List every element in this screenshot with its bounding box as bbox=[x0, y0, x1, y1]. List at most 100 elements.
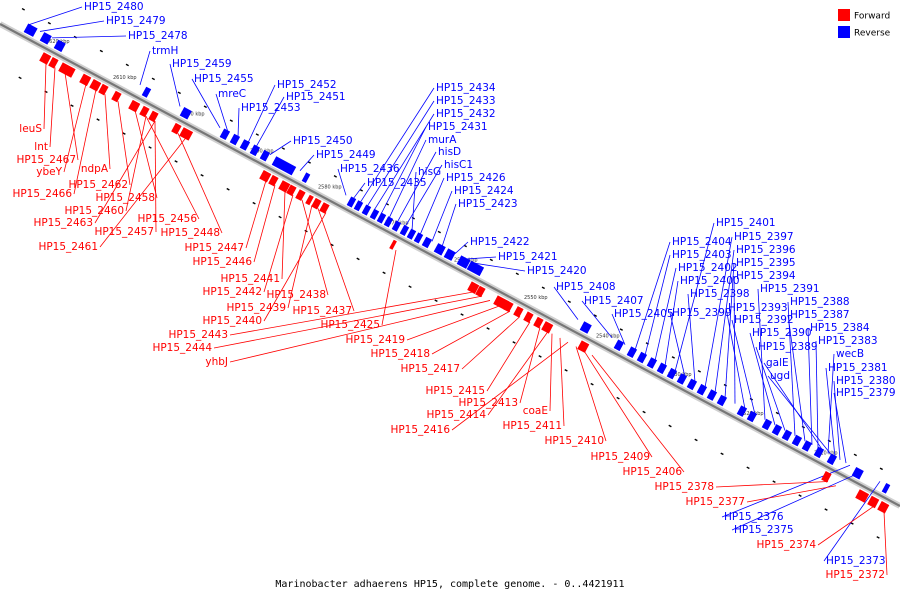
reverse-gene-arrow bbox=[443, 248, 456, 261]
leader-line bbox=[731, 319, 756, 415]
leader-line bbox=[73, 89, 97, 195]
reverse-gene-arrow bbox=[179, 106, 192, 120]
leader-line bbox=[664, 280, 679, 367]
tick-label: 2550 kbp bbox=[524, 295, 548, 301]
reverse-gene-arrow bbox=[579, 321, 592, 334]
gene-label: HP15_2391 bbox=[760, 283, 820, 295]
leader-line bbox=[117, 101, 131, 186]
gene-label: HP15_2379 bbox=[836, 387, 896, 399]
scale-dash bbox=[853, 453, 857, 457]
reverse-gene-arrow bbox=[736, 405, 748, 417]
gene-label: HP15_2467 bbox=[16, 154, 76, 166]
tick-label: 2530 kbp bbox=[668, 372, 692, 378]
scale-dash bbox=[177, 91, 181, 95]
reverse-gene-arrow bbox=[826, 453, 838, 466]
gene-label: HP15_2417 bbox=[400, 363, 460, 375]
leader-line bbox=[721, 464, 851, 518]
gene-label: HP15_2450 bbox=[293, 135, 353, 147]
gene-label: trmH bbox=[152, 45, 178, 57]
leader-line bbox=[749, 332, 776, 426]
scale-dash bbox=[307, 161, 311, 164]
leader-line bbox=[725, 307, 746, 410]
gene-label: HP15_2411 bbox=[502, 420, 562, 432]
leader-line bbox=[461, 316, 521, 370]
gene-label: HP15_2431 bbox=[428, 121, 488, 133]
leader-line bbox=[763, 362, 824, 452]
forward-gene-arrow bbox=[305, 194, 314, 206]
leader-line bbox=[94, 120, 156, 224]
leader-line bbox=[253, 185, 276, 263]
leader-line bbox=[487, 331, 549, 416]
forward-gene-arrow bbox=[58, 62, 76, 78]
gene-label: HP15_2409 bbox=[590, 451, 650, 463]
reverse-gene-arrow bbox=[53, 39, 66, 53]
reverse-gene-arrow bbox=[706, 389, 718, 401]
scale-dash bbox=[96, 118, 100, 121]
gene-label: HP15_2395 bbox=[736, 257, 796, 269]
leader-line bbox=[827, 353, 835, 454]
gene-label: HP15_2452 bbox=[277, 79, 337, 91]
gene-label: HP15_2414 bbox=[426, 409, 486, 421]
leader-line bbox=[817, 505, 875, 546]
forward-gene-arrow bbox=[319, 202, 330, 214]
leader-line bbox=[431, 310, 511, 355]
forward-gene-arrow bbox=[286, 184, 297, 197]
gene-label: HP15_2426 bbox=[446, 172, 506, 184]
gene-label: HP15_2394 bbox=[736, 270, 796, 282]
gene-label: HP15_2460 bbox=[64, 205, 124, 217]
legend-reverse-label: Reverse bbox=[854, 29, 891, 39]
gene-label: HP15_2407 bbox=[584, 295, 644, 307]
reverse-gene-arrow bbox=[391, 220, 402, 232]
leader-line bbox=[125, 116, 147, 212]
leader-line bbox=[746, 485, 837, 503]
scale-dash bbox=[333, 175, 337, 178]
scale-dash bbox=[252, 201, 256, 205]
gene-label: hisG bbox=[418, 166, 441, 178]
scale-dashes bbox=[18, 7, 883, 539]
reverse-gene-arrow bbox=[456, 255, 471, 269]
leader-line bbox=[815, 340, 819, 449]
gene-label: HP15_2405 bbox=[614, 308, 674, 320]
leader-line bbox=[191, 78, 221, 129]
reverse-gene-arrow bbox=[813, 446, 825, 459]
gene-label: galE bbox=[766, 357, 789, 369]
gene-label: HP15_2461 bbox=[38, 241, 98, 253]
leader-line bbox=[337, 168, 347, 196]
tick-label: 2590 kbp bbox=[250, 148, 274, 154]
leader-line bbox=[281, 190, 286, 280]
scale-dash bbox=[460, 313, 464, 316]
reverse-gene-arrow bbox=[791, 434, 803, 447]
scale-dash bbox=[538, 355, 542, 358]
reverse-gene-arrow bbox=[413, 232, 424, 244]
leader-line bbox=[553, 286, 579, 320]
gene-label: HP15_2444 bbox=[152, 342, 212, 354]
scale-dash bbox=[876, 536, 880, 539]
leader-line bbox=[731, 471, 863, 531]
scale-dash bbox=[122, 132, 126, 135]
legend: Forward Reverse bbox=[838, 9, 891, 39]
scale-dash bbox=[616, 396, 620, 400]
leader-line bbox=[687, 293, 696, 383]
reverse-gene-arrow bbox=[676, 373, 688, 385]
gene-label: leuS bbox=[19, 123, 42, 135]
reverse-gene-arrow bbox=[271, 156, 297, 176]
leader-line bbox=[441, 203, 457, 247]
scale-dash bbox=[746, 466, 750, 470]
gene-label: HP15_2441 bbox=[220, 273, 280, 285]
gene-label: HP15_2380 bbox=[836, 375, 896, 387]
gene-label: HP15_2397 bbox=[734, 231, 794, 243]
reverse-gene-arrow bbox=[353, 200, 364, 212]
leader-line bbox=[39, 20, 105, 32]
gene-label: HP15_2423 bbox=[458, 198, 518, 210]
gene-label: HP15_2384 bbox=[810, 322, 870, 334]
gene-label: HP15_2387 bbox=[790, 309, 850, 321]
leader-line bbox=[51, 35, 127, 39]
leader-line bbox=[99, 137, 187, 248]
gene-label: HP15_2463 bbox=[33, 217, 93, 229]
gene-label: HP15_2399 bbox=[672, 307, 732, 319]
leader-line bbox=[757, 288, 766, 420]
scale-dash bbox=[411, 216, 415, 220]
gene-label: HP15_2462 bbox=[68, 179, 128, 191]
leader-line bbox=[64, 72, 79, 161]
leader-line bbox=[43, 62, 47, 130]
